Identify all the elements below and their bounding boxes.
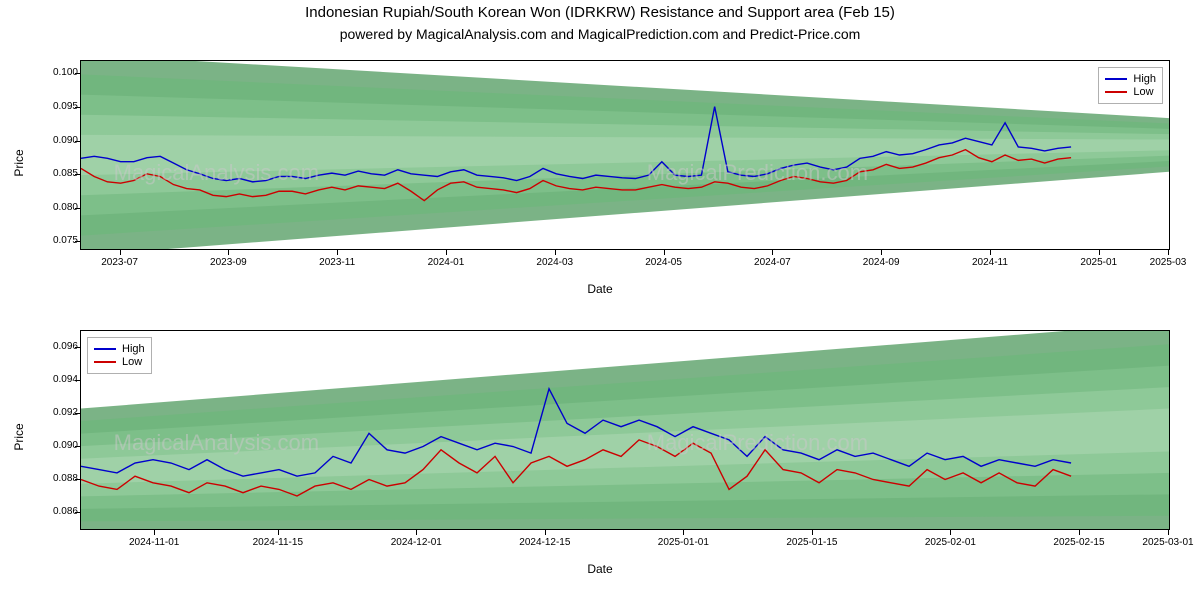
x-tick-label: 2025-01 xyxy=(1080,257,1117,268)
legend-swatch-high xyxy=(94,348,116,350)
chart-top: Price Date MagicalAnalysis.com MagicalPr… xyxy=(0,50,1200,300)
figure-title-sub: powered by MagicalAnalysis.com and Magic… xyxy=(0,26,1200,42)
y-tick-label: 0.090 xyxy=(28,135,78,146)
y-tick-label: 0.086 xyxy=(28,506,78,517)
legend-swatch-high xyxy=(1105,78,1127,80)
plot-svg-bottom xyxy=(81,331,1169,529)
x-tick-label: 2023-07 xyxy=(101,257,138,268)
y-tick-label: 0.094 xyxy=(28,374,78,385)
chart-bottom: Price Date MagicalAnalysis.com MagicalPr… xyxy=(0,320,1200,580)
x-tick-label: 2025-01-01 xyxy=(658,537,709,548)
x-tick-label: 2025-03-01 xyxy=(1142,537,1193,548)
plot-area-top: MagicalAnalysis.com MagicalPrediction.co… xyxy=(80,60,1170,250)
y-tick-label: 0.090 xyxy=(28,440,78,451)
plot-area-bottom: MagicalAnalysis.com MagicalPrediction.co… xyxy=(80,330,1170,530)
legend-item-high: High xyxy=(94,343,145,355)
x-tick-label: 2023-11 xyxy=(319,257,355,268)
x-tick-label: 2024-03 xyxy=(536,257,573,268)
x-tick-label: 2024-05 xyxy=(645,257,682,268)
figure: Indonesian Rupiah/South Korean Won (IDRK… xyxy=(0,0,1200,600)
x-tick-label: 2025-02-15 xyxy=(1053,537,1104,548)
x-axis-label: Date xyxy=(0,562,1200,576)
y-tick-label: 0.080 xyxy=(28,202,78,213)
x-tick-label: 2024-12-01 xyxy=(391,537,442,548)
legend-top: High Low xyxy=(1098,67,1163,104)
legend-item-low: Low xyxy=(94,356,145,368)
x-axis-label: Date xyxy=(0,282,1200,296)
y-tick-label: 0.100 xyxy=(28,67,78,78)
y-axis-label: Price xyxy=(12,149,26,176)
plot-svg-top xyxy=(81,61,1169,249)
x-tick-label: 2025-01-15 xyxy=(786,537,837,548)
legend-swatch-low xyxy=(1105,91,1127,93)
y-tick-label: 0.092 xyxy=(28,407,78,418)
figure-title-main: Indonesian Rupiah/South Korean Won (IDRK… xyxy=(0,4,1200,21)
x-tick-label: 2024-07 xyxy=(754,257,791,268)
y-tick-label: 0.085 xyxy=(28,168,78,179)
y-tick-label: 0.075 xyxy=(28,235,78,246)
y-axis-label: Price xyxy=(12,423,26,450)
x-tick-label: 2023-09 xyxy=(210,257,247,268)
legend-label-low: Low xyxy=(1133,86,1153,98)
legend-label-high: High xyxy=(1133,73,1156,85)
y-tick-label: 0.088 xyxy=(28,473,78,484)
x-tick-label: 2024-11 xyxy=(972,257,1008,268)
legend-bottom: High Low xyxy=(87,337,152,374)
legend-swatch-low xyxy=(94,361,116,363)
legend-item-high: High xyxy=(1105,73,1156,85)
x-tick-label: 2024-09 xyxy=(863,257,900,268)
x-tick-label: 2024-11-01 xyxy=(129,537,179,548)
legend-item-low: Low xyxy=(1105,86,1156,98)
legend-label-low: Low xyxy=(122,356,142,368)
y-tick-label: 0.096 xyxy=(28,341,78,352)
x-tick-label: 2024-11-15 xyxy=(253,537,303,548)
legend-label-high: High xyxy=(122,343,145,355)
x-tick-label: 2025-03 xyxy=(1150,257,1187,268)
x-tick-label: 2024-12-15 xyxy=(519,537,570,548)
x-tick-label: 2025-02-01 xyxy=(925,537,976,548)
y-tick-label: 0.095 xyxy=(28,101,78,112)
x-tick-label: 2024-01 xyxy=(428,257,465,268)
